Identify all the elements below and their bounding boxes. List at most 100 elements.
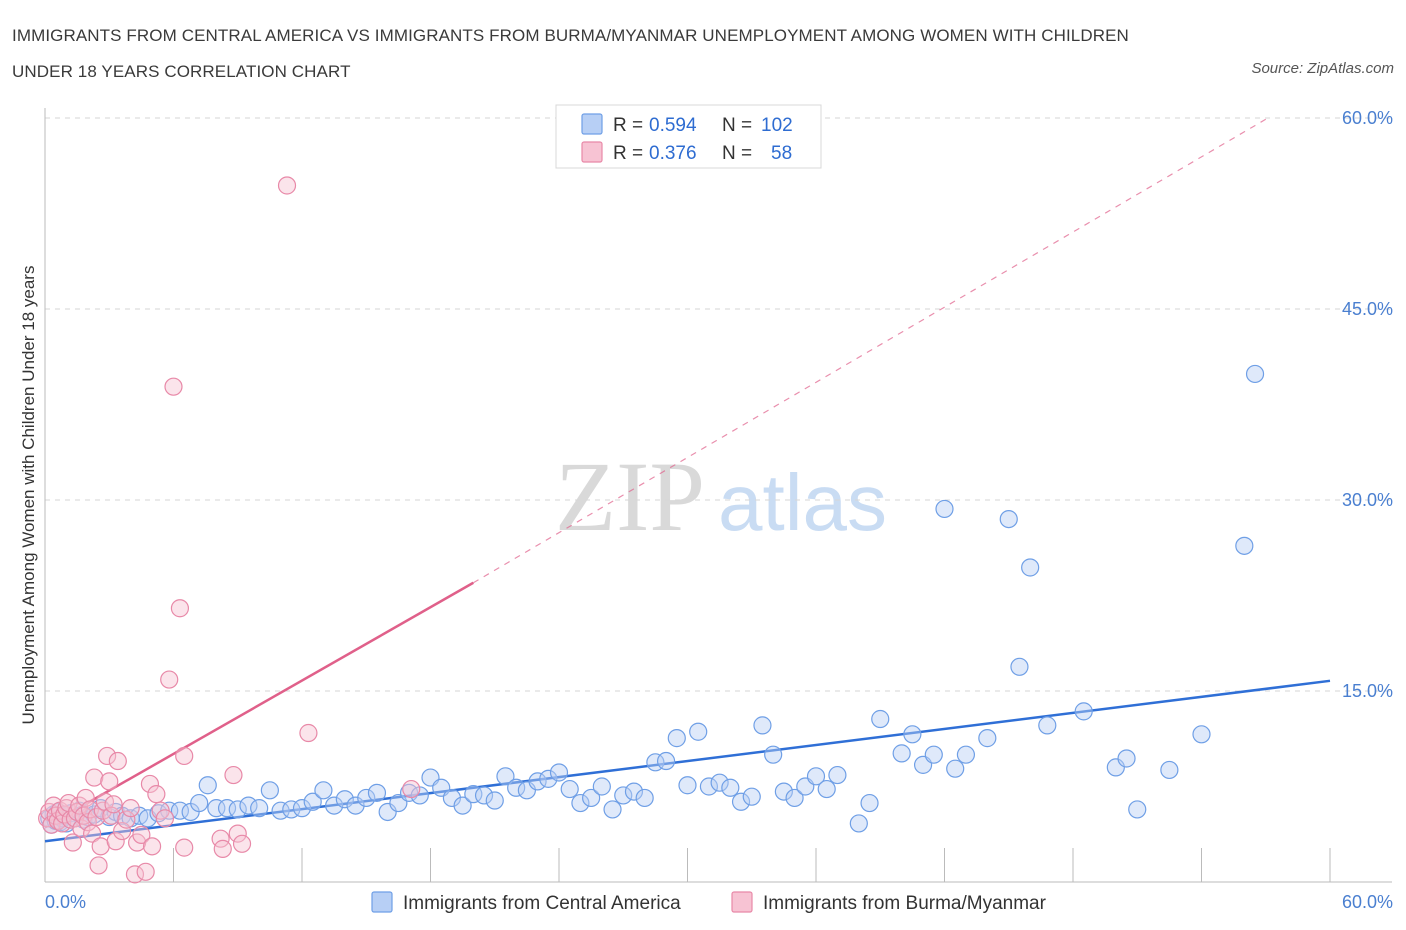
- burma-point-52: [228, 824, 247, 843]
- tick-labels: 15.0% 30.0% 45.0% 60.0% 0.0% 60.0%: [45, 108, 1393, 912]
- legend-r-label-1: R =: [613, 115, 643, 136]
- burma-point-28: [98, 746, 117, 766]
- burma-point-12: [63, 833, 82, 852]
- central-america-point-91: [903, 725, 922, 744]
- burma-point-18: [76, 788, 95, 808]
- legend-n-value-2: 58: [771, 143, 792, 164]
- central-america-point-77: [731, 792, 751, 811]
- central-america-point-39: [325, 796, 344, 815]
- central-america-point-96: [956, 745, 976, 764]
- burma-point-47: [164, 377, 183, 396]
- source-note: Source: ZipAtlas.com: [1251, 60, 1394, 77]
- central-america-point-63: [582, 788, 601, 808]
- chart-title: IMMIGRANTS FROM CENTRAL AMERICA VS IMMIG…: [12, 26, 1129, 81]
- central-america-point-106: [1160, 760, 1179, 780]
- series-central-america-points: [40, 364, 1265, 834]
- burma-point-31: [104, 795, 123, 814]
- bottom-legend-label-central-america: Immigrants from Central America: [403, 893, 681, 914]
- legend-swatch-blue: [581, 113, 603, 135]
- burma-point-51: [213, 839, 232, 858]
- legend: R = 0.594 N = 102 R = 0.376 N = 58: [555, 104, 822, 169]
- burma-point-37: [125, 865, 145, 884]
- central-america-point-58: [528, 772, 547, 791]
- central-america-point-97: [978, 729, 997, 748]
- central-america-point-43: [367, 783, 387, 802]
- burma-point-34: [112, 821, 132, 841]
- burma-point-39: [132, 825, 151, 844]
- central-america-point-86: [828, 765, 847, 785]
- central-america-point-59: [539, 769, 558, 788]
- central-america-point-62: [571, 793, 590, 813]
- series-burma-points: [38, 176, 421, 884]
- central-america-point-89: [871, 709, 890, 729]
- burma-point-29: [100, 772, 119, 791]
- central-america-point-99: [1010, 657, 1029, 676]
- legend-n-label-1: N =: [722, 115, 752, 136]
- x-tick-label-0: 0.0%: [45, 892, 86, 912]
- central-america-point-68: [635, 788, 654, 808]
- central-america-point-54: [485, 791, 504, 810]
- central-america-point-51: [453, 796, 472, 815]
- central-america-point-102: [1074, 702, 1093, 721]
- central-america-point-75: [710, 773, 729, 792]
- central-america-point-73: [689, 722, 708, 741]
- grid-lines: [45, 117, 1392, 692]
- central-america-point-90: [892, 744, 911, 763]
- central-america-point-37: [303, 792, 322, 811]
- central-america-point-60: [549, 763, 569, 782]
- central-america-point-79: [753, 716, 772, 735]
- central-america-point-88: [860, 793, 879, 813]
- central-america-point-101: [1038, 716, 1057, 735]
- burma-point-24: [89, 856, 108, 875]
- central-america-point-87: [849, 814, 868, 833]
- central-america-point-109: [1245, 364, 1265, 384]
- burma-point-41: [140, 774, 160, 794]
- burma-point-55: [175, 746, 194, 766]
- central-america-point-55: [496, 767, 515, 786]
- bottom-legend-label-burma: Immigrants from Burma/Myanmar: [763, 893, 1047, 914]
- central-america-point-30: [228, 800, 247, 819]
- bottom-legend: Immigrants from Central America Immigran…: [371, 891, 1047, 914]
- burma-point-33: [108, 751, 127, 771]
- central-america-point-71: [667, 729, 686, 748]
- central-america-point-74: [699, 777, 719, 796]
- bottom-legend-swatch-pink: [731, 891, 753, 913]
- central-america-point-31: [239, 796, 258, 815]
- y-tick-label-3: 60.0%: [1342, 108, 1393, 128]
- burma-point-36: [121, 799, 140, 818]
- burma-point-54: [224, 765, 243, 785]
- burma-point-40: [136, 862, 155, 881]
- central-america-point-84: [806, 767, 826, 786]
- burma-point-22: [85, 768, 104, 787]
- central-america-point-107: [1192, 725, 1211, 744]
- central-america-point-61: [560, 779, 579, 799]
- trendline-central-america: [44, 679, 1331, 843]
- central-america-point-40: [335, 790, 354, 809]
- central-america-point-28: [207, 799, 226, 818]
- watermark-zip: ZIP: [555, 441, 705, 552]
- central-america-point-67: [624, 782, 644, 801]
- legend-n-label-2: N =: [722, 143, 752, 164]
- central-america-point-38: [314, 781, 333, 800]
- central-america-point-100: [1021, 558, 1040, 577]
- central-america-point-32: [250, 799, 269, 818]
- central-america-point-85: [817, 779, 836, 799]
- central-america-point-36: [292, 799, 312, 818]
- central-america-point-26: [190, 793, 209, 813]
- central-america-point-78: [742, 787, 761, 806]
- central-america-point-66: [614, 786, 633, 805]
- central-america-point-93: [924, 745, 943, 764]
- x-tick-label-1: 60.0%: [1342, 892, 1393, 912]
- central-america-point-105: [1128, 800, 1147, 819]
- central-america-point-95: [946, 759, 965, 778]
- y-tick-label-1: 30.0%: [1342, 490, 1393, 510]
- y-tick-label-0: 15.0%: [1342, 681, 1393, 701]
- central-america-point-42: [357, 788, 376, 808]
- burma-point-46: [160, 670, 179, 689]
- legend-swatch-pink: [581, 141, 603, 163]
- y-axis-title: Unemployment Among Women with Children U…: [19, 266, 38, 725]
- central-america-point-82: [785, 788, 804, 808]
- legend-r-value-2: 0.376: [649, 143, 697, 164]
- legend-n-value-1: 102: [761, 115, 793, 136]
